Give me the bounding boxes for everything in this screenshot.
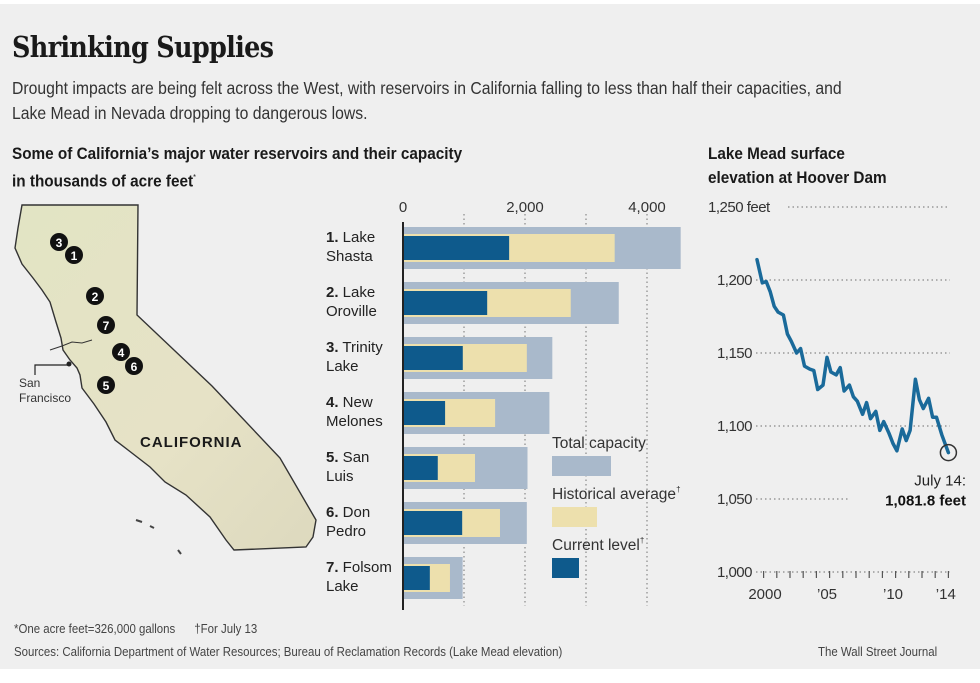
legend-label: Current level† <box>552 536 644 554</box>
annotation-date: July 14: <box>914 473 966 490</box>
category-label: 7. Folsom <box>326 559 392 576</box>
legend-label: Historical average† <box>552 485 681 503</box>
category-label: 1. Lake <box>326 229 375 246</box>
x-tick-label: ’05 <box>817 586 837 603</box>
y-tick-label: 1,200 <box>717 272 752 289</box>
svg-text:6: 6 <box>131 360 138 374</box>
category-number: 7. <box>326 559 339 576</box>
category-name-line2: Luis <box>326 468 354 485</box>
map-marker-3: 3 <box>50 233 68 251</box>
map-marker-2: 2 <box>86 287 104 305</box>
y-tick-label: 1,150 <box>717 345 752 362</box>
category-number: 6. <box>326 504 339 521</box>
san-francisco-label-2: Francisco <box>19 391 71 405</box>
bar-current-level <box>403 456 438 480</box>
legend-mark: † <box>676 485 680 494</box>
footnote: *One acre feet=326,000 gallons †For July… <box>14 621 257 636</box>
category-name-line2: Pedro <box>326 523 366 540</box>
x-tick-label: 0 <box>399 199 407 216</box>
bar-chart-subhead-line2: in thousands of acre feet* <box>12 171 196 191</box>
california-map: San Francisco CALIFORNIA 3 1 2 7 4 6 5 <box>14 204 317 555</box>
category-label: 2. Lake <box>326 284 375 301</box>
x-tick-label: ’14 <box>936 586 956 603</box>
san-francisco-leader <box>34 364 68 375</box>
category-label: 3. Trinity <box>326 339 383 356</box>
x-tick-label: 2000 <box>748 586 781 603</box>
category-name-line1: Folsom <box>339 559 392 576</box>
legend-swatch <box>552 558 579 578</box>
category-name-line2: Lake <box>326 578 359 595</box>
san-francisco-dot <box>66 361 72 367</box>
graphic-panel <box>0 4 980 669</box>
category-number: 5. <box>326 449 339 466</box>
line-chart-subhead-line2: elevation at Hoover Dam <box>708 168 887 187</box>
svg-text:5: 5 <box>103 379 110 393</box>
y-tick-label: 1,050 <box>717 491 752 508</box>
svg-text:1: 1 <box>71 249 78 263</box>
bar-current-level <box>403 566 430 590</box>
category-name-line1: New <box>339 394 373 411</box>
credit: The Wall Street Journal <box>818 644 938 659</box>
bar-current-level <box>403 291 488 315</box>
california-outline <box>14 204 317 551</box>
category-name-line1: Trinity <box>339 339 384 356</box>
state-label: CALIFORNIA <box>140 434 243 451</box>
bar-chart-subhead: Some of California’s major water reservo… <box>12 142 462 194</box>
line-chart-subhead-line1: Lake Mead surface <box>708 144 845 163</box>
reservoir-markers: 3 1 2 7 4 6 5 <box>50 233 143 394</box>
legend-mark: † <box>640 536 644 545</box>
channel-islands <box>135 519 182 555</box>
dek-text: Drought impacts are being felt across th… <box>12 78 842 123</box>
san-francisco-label-1: San <box>19 376 40 390</box>
category-name-line1: Lake <box>339 229 376 246</box>
legend-label: Total capacity <box>552 435 646 452</box>
map-marker-6: 6 <box>125 357 143 375</box>
line-chart-subhead: Lake Mead surface elevation at Hoover Da… <box>708 142 887 190</box>
sources: Sources: California Department of Water … <box>14 644 563 659</box>
latest-point-marker <box>939 443 958 462</box>
legend-swatch <box>552 456 611 476</box>
category-label: 5. San <box>326 449 369 466</box>
category-number: 4. <box>326 394 339 411</box>
category-number: 2. <box>326 284 339 301</box>
y-tick-label: 1,000 <box>717 564 752 581</box>
category-name-line1: San <box>339 449 370 466</box>
category-label: 4. New <box>326 394 373 411</box>
category-label: 6. Don <box>326 504 370 521</box>
map-marker-7: 7 <box>97 316 115 334</box>
lake-mead-line-chart: 1,000 1,050 1,100 1,150 1,200 1,250 feet 2000 ’… <box>708 199 966 603</box>
map-marker-4: 4 <box>112 343 130 361</box>
x-tick-label: 4,000 <box>628 199 666 216</box>
footnote-acre-feet: *One acre feet=326,000 gallons <box>14 621 176 636</box>
bar-current-level <box>403 401 446 425</box>
category-name-line1: Lake <box>339 284 376 301</box>
y-tick-label: 1,100 <box>717 418 752 435</box>
legend-swatch <box>552 507 597 527</box>
svg-text:2: 2 <box>92 290 99 304</box>
footnote-date: †For July 13 <box>194 621 258 636</box>
elevation-line <box>755 257 951 455</box>
map-marker-1: 1 <box>65 246 83 264</box>
reservoir-bar-chart: 0 2,000 4,000 1. Lake Shasta 2. Lake Oroville 3… <box>326 199 681 610</box>
page-title: Shrinking Supplies <box>12 30 274 64</box>
svg-text:7: 7 <box>103 319 110 333</box>
category-name-line1: Don <box>339 504 371 521</box>
y-tick-label: 1,250 feet <box>708 199 771 216</box>
bar-current-level <box>403 236 510 260</box>
category-name-line2: Oroville <box>326 303 377 320</box>
bar-current-level <box>403 346 463 370</box>
category-name-line2: Melones <box>326 413 383 430</box>
bar-current-level <box>403 511 463 535</box>
svg-text:4: 4 <box>118 346 125 360</box>
x-tick-label: 2,000 <box>506 199 544 216</box>
category-number: 3. <box>326 339 339 356</box>
annotation-value: 1,081.8 feet <box>885 493 966 510</box>
map-marker-5: 5 <box>97 376 115 394</box>
svg-text:3: 3 <box>56 236 63 250</box>
category-number: 1. <box>326 229 339 246</box>
category-name-line2: Lake <box>326 358 359 375</box>
bar-chart-subhead-line1: Some of California’s major water reservo… <box>12 144 463 163</box>
x-tick-label: ’10 <box>883 586 903 603</box>
category-name-line2: Shasta <box>326 248 373 265</box>
